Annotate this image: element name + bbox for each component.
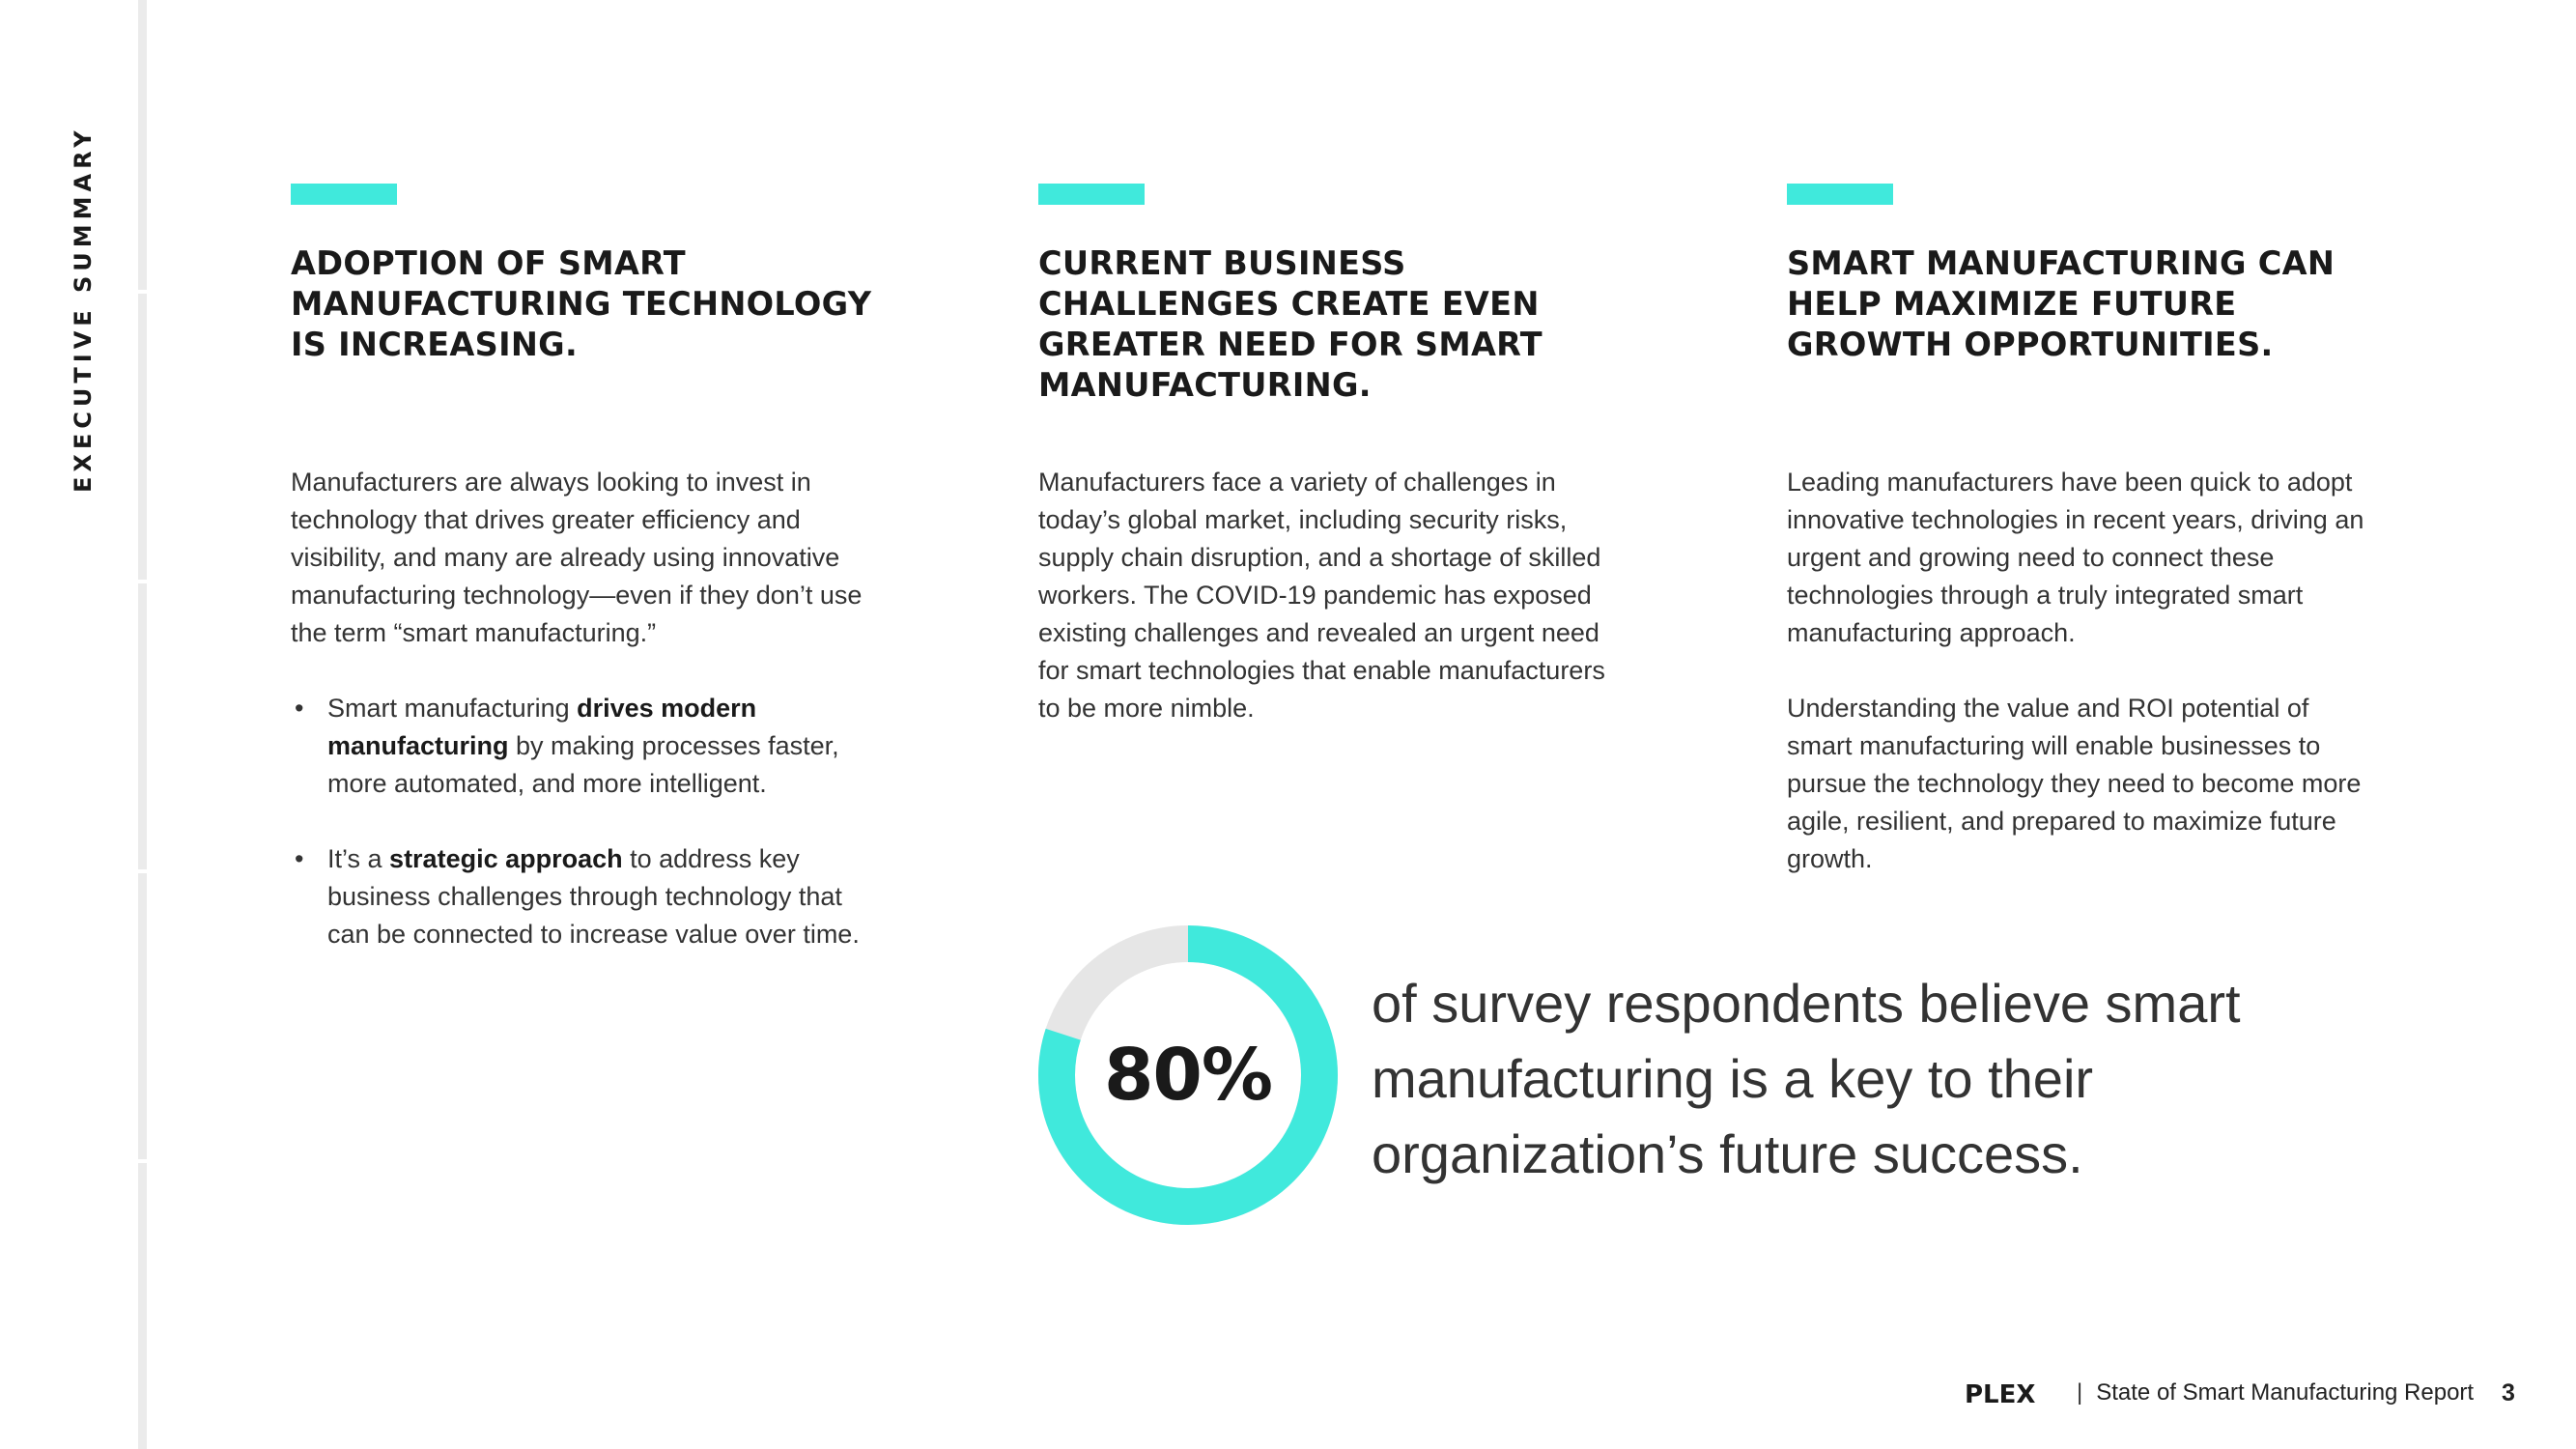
bullet-text: It’s a xyxy=(327,844,390,873)
stat-donut: 80% xyxy=(1037,924,1339,1226)
stat-description: of survey respondents believe smart manu… xyxy=(1372,973,2241,1184)
column-paragraph: Manufacturers are always looking to inve… xyxy=(291,468,863,647)
column-title: CURRENT BUSINESS CHALLENGES CREATE EVEN … xyxy=(1038,244,1543,404)
stat-value: 80% xyxy=(1103,1034,1273,1117)
bullet-item: It’s a strategic approach to address key… xyxy=(291,840,870,953)
side-rail xyxy=(138,0,147,1449)
bullet-list: Smart manufacturing drives modern manufa… xyxy=(291,690,870,953)
column-paragraph: Leading manufacturers have been quick to… xyxy=(1787,468,2364,647)
column-title: SMART MANUFACTURING CAN HELP MAXIMIZE FU… xyxy=(1787,244,2335,363)
column-paragraph: Manufacturers face a variety of challeng… xyxy=(1038,468,1605,723)
section-label: EXECUTIVE SUMMARY xyxy=(70,126,97,493)
logo-wordmark: PLEX xyxy=(1965,1380,2035,1406)
accent-bar xyxy=(1787,184,1893,205)
bullet-emphasis: drives modern manufacturing xyxy=(327,694,757,760)
page-number: 3 xyxy=(2502,1379,2515,1406)
footer-separator: | xyxy=(2077,1379,2083,1406)
accent-bar xyxy=(291,184,397,205)
rail-divider xyxy=(138,1159,147,1163)
column-adoption: ADOPTION OF SMART MANUFACTURING TECHNOLO… xyxy=(291,184,890,949)
donut-chart xyxy=(1038,925,1338,1225)
bullet-emphasis: strategic approach xyxy=(389,844,623,873)
column-body: Leading manufacturers have been quick to… xyxy=(1787,464,2366,916)
bullet-text: to address key business challenges throu… xyxy=(327,844,860,949)
bullet-item: Smart manufacturing drives modern manufa… xyxy=(291,690,870,803)
plex-logo: PLEX xyxy=(1965,1380,2035,1406)
rail-divider xyxy=(138,869,147,873)
column-paragraph: Understanding the value and ROI potentia… xyxy=(1787,694,2362,873)
accent-bar xyxy=(1038,184,1145,205)
column-body: Manufacturers are always looking to inve… xyxy=(291,464,870,991)
donut-fill xyxy=(1038,925,1338,1225)
bullet-text: by making processes faster, more automat… xyxy=(327,731,839,798)
rail-divider xyxy=(138,580,147,583)
rail-divider xyxy=(138,290,147,294)
column-challenges: CURRENT BUSINESS CHALLENGES CREATE EVEN … xyxy=(1038,184,1637,723)
column-growth: SMART MANUFACTURING CAN HELP MAXIMIZE FU… xyxy=(1787,184,2386,873)
column-body: Manufacturers face a variety of challeng… xyxy=(1038,464,1618,765)
report-title: State of Smart Manufacturing Report xyxy=(2096,1379,2475,1406)
column-title: ADOPTION OF SMART MANUFACTURING TECHNOLO… xyxy=(291,244,872,363)
footer: PLEX | State of Smart Manufacturing Repo… xyxy=(1965,1374,2474,1412)
bullet-text: Smart manufacturing xyxy=(327,694,578,723)
